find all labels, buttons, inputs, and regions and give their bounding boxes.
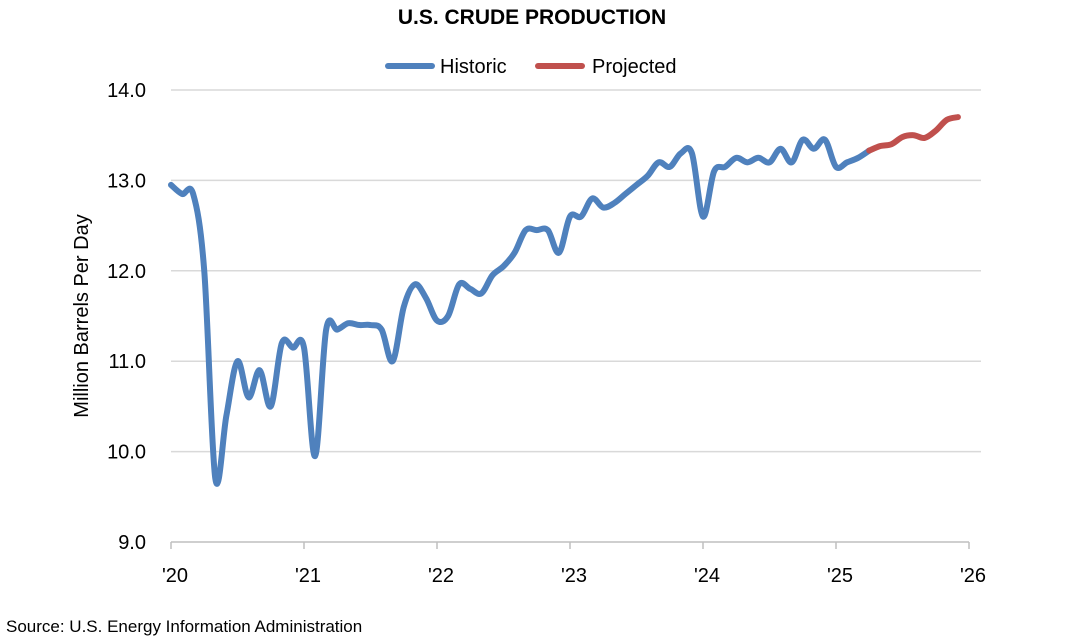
- y-axis-ticks: 9.0 10.0 11.0 12.0 13.0 14.0: [107, 80, 146, 554]
- x-tick-label: '20: [162, 565, 188, 587]
- series-lines: [168, 114, 961, 487]
- y-tick-label: 13.0: [107, 170, 146, 192]
- y-axis-label: Million Barrels Per Day: [71, 214, 93, 417]
- x-tick-label: '24: [694, 565, 720, 587]
- series-line-projected: [866, 114, 961, 154]
- x-tick-label: '26: [960, 565, 986, 587]
- y-tick-label: 10.0: [107, 442, 146, 464]
- x-tick-label: '25: [827, 565, 853, 587]
- legend-label-historic: Historic: [440, 56, 507, 78]
- legend: Historic Projected: [385, 56, 677, 78]
- y-tick-label: 9.0: [118, 532, 146, 554]
- x-axis-ticks: '20 '21 '22 '23 '24 '25 '26: [162, 542, 986, 587]
- series-line-historic: [168, 136, 873, 487]
- y-tick-label: 11.0: [109, 351, 146, 373]
- x-tick-label: '21: [295, 565, 321, 587]
- y-tick-label: 14.0: [107, 80, 146, 102]
- source-note: Source: U.S. Energy Information Administ…: [6, 617, 362, 636]
- gridlines: [171, 89, 981, 453]
- y-tick-label: 12.0: [107, 261, 146, 283]
- chart-title: U.S. CRUDE PRODUCTION: [398, 6, 666, 29]
- x-tick-label: '23: [561, 565, 587, 587]
- x-tick-label: '22: [428, 565, 454, 587]
- legend-label-projected: Projected: [592, 56, 677, 78]
